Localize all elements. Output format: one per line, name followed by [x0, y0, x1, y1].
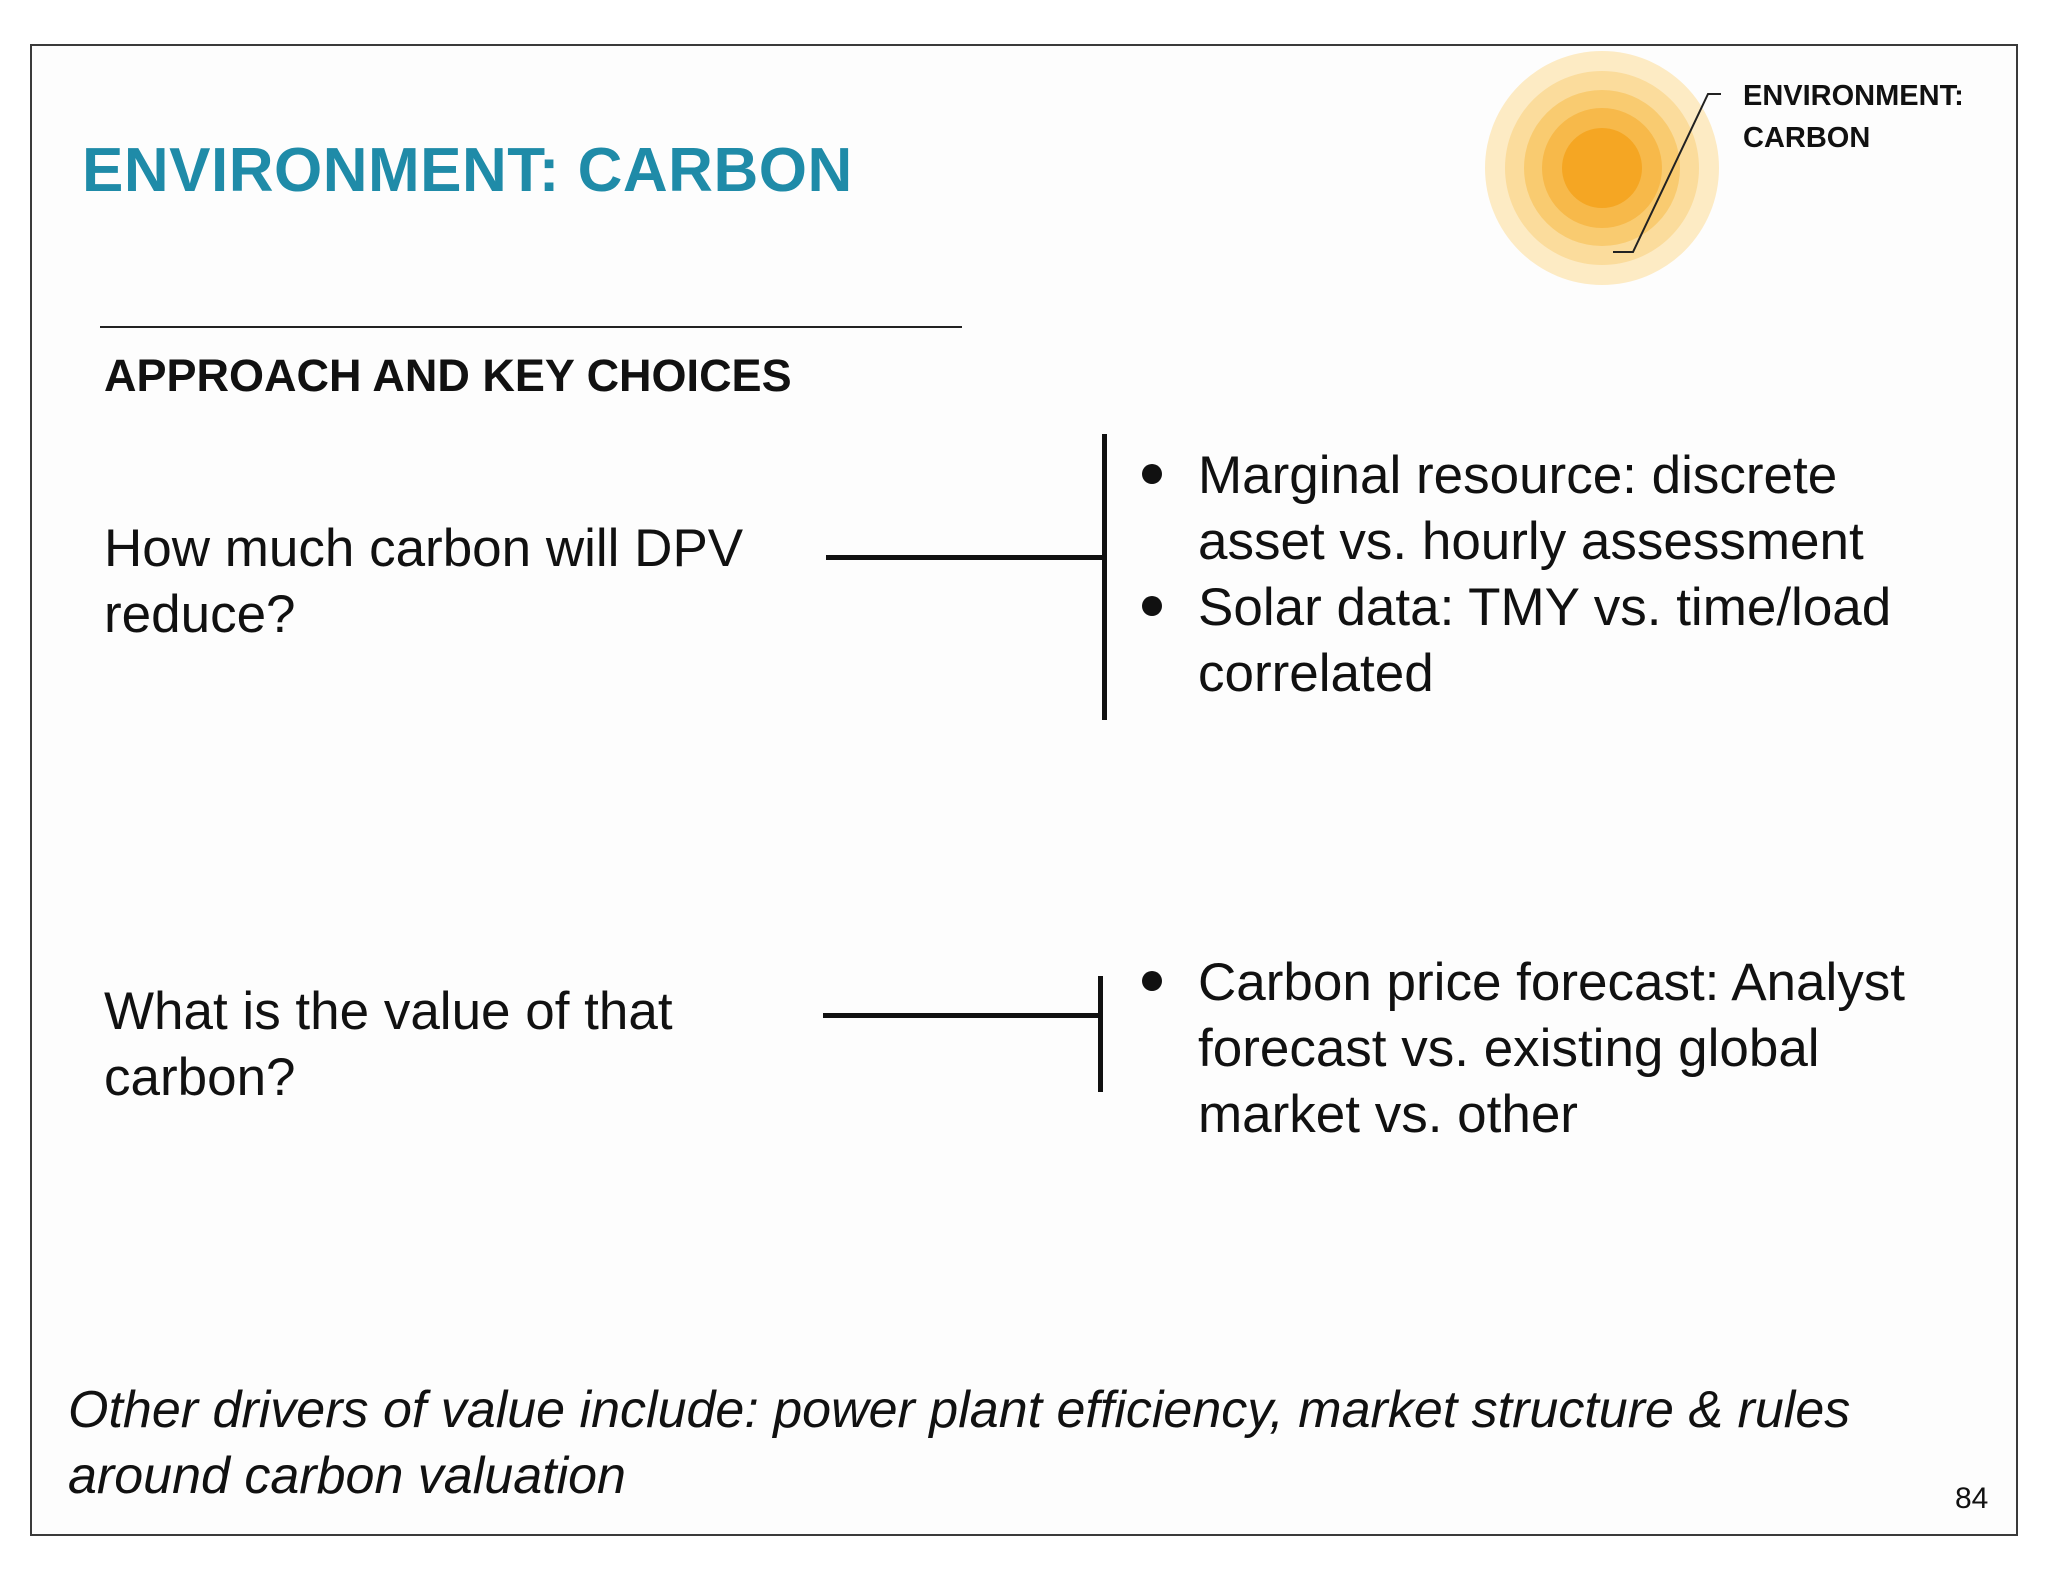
bullet-text: Marginal resource: discrete asset vs. ho… [1198, 446, 1864, 571]
heading-divider [100, 326, 962, 328]
list-item: Marginal resource: discrete asset vs. ho… [1142, 443, 1962, 575]
sun-icon [1485, 51, 1721, 285]
badge-line-2: CARBON [1743, 122, 1871, 154]
bullet-text: Solar data: TMY vs. time/load correlated [1198, 578, 1892, 703]
question-carbon-reduction: How much carbon will DPV reduce? [104, 519, 744, 644]
question-carbon-value: What is the value of that carbon? [104, 982, 673, 1107]
list-item: Carbon price forecast: Analyst forecast … [1142, 950, 1962, 1148]
connector-vertical-1 [1102, 434, 1107, 720]
bullet-list-2: Carbon price forecast: Analyst forecast … [1142, 950, 1962, 1148]
slide-title: ENVIRONMENT: CARBON [82, 136, 853, 205]
bullet-dot [1142, 596, 1162, 616]
connector-horizontal-1 [826, 555, 1106, 560]
bullet-list-1: Marginal resource: discrete asset vs. ho… [1142, 443, 1962, 707]
bullet-dot [1142, 971, 1162, 991]
connector-vertical-2 [1098, 976, 1103, 1092]
footer-note: Other drivers of value include: power pl… [68, 1381, 1851, 1505]
connector-horizontal-2 [823, 1013, 1103, 1018]
page-number: 84 [1955, 1482, 1989, 1515]
bullet-text: Carbon price forecast: Analyst forecast … [1198, 953, 1906, 1144]
bullet-dot [1142, 464, 1162, 484]
section-heading: APPROACH AND KEY CHOICES [104, 350, 792, 401]
list-item: Solar data: TMY vs. time/load correlated [1142, 575, 1962, 707]
section-badge-label: ENVIRONMENT: CARBON [1743, 75, 1964, 159]
badge-line-1: ENVIRONMENT: [1743, 80, 1964, 112]
slide-frame [30, 44, 2018, 1536]
